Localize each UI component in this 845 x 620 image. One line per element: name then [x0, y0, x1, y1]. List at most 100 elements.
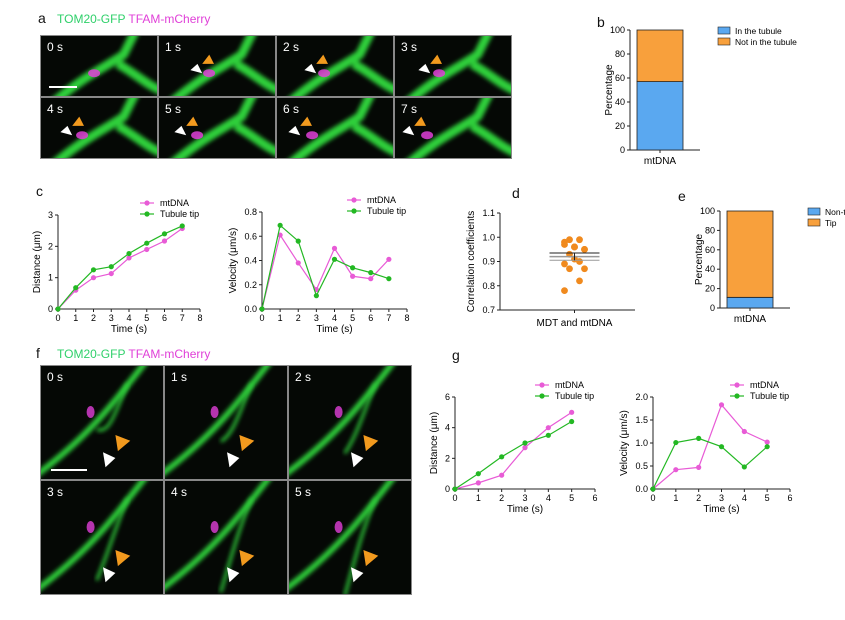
data-point: [350, 273, 356, 279]
y-tick-label: 0.9: [482, 257, 495, 267]
orange-arrowhead-icon: [202, 54, 214, 64]
micrograph-frame: 1 s: [158, 35, 276, 97]
legend-label: Tubule tip: [367, 206, 406, 216]
x-tick-label: 5: [569, 493, 574, 503]
data-point: [581, 245, 588, 253]
series-line-mtdna: [652, 403, 768, 490]
frame-time: 7 s: [401, 102, 418, 116]
legend-swatch: [807, 218, 821, 227]
x-axis-label: Time (s): [316, 324, 352, 335]
frame-time: 6 s: [283, 102, 300, 116]
y-tick-label: 1: [48, 273, 53, 283]
y-tick-label: 1.0: [635, 438, 648, 448]
channel-mcherry: TFAM-mCherry: [128, 347, 211, 361]
white-arrowhead-icon: [60, 125, 73, 136]
y-axis-label: Percentage: [604, 64, 615, 116]
legend-swatch: [807, 207, 821, 216]
legend-label: Non-tip: [825, 207, 845, 217]
y-tick-label: 0.7: [482, 305, 495, 315]
data-point: [569, 418, 575, 425]
frame-time: 2 s: [295, 370, 312, 384]
data-point: [581, 265, 588, 273]
x-tick-label: 6: [592, 493, 597, 503]
data-point: [331, 256, 338, 262]
bar-segment-not-in-the-tubule: [636, 29, 684, 82]
y-tick-label: 2: [445, 453, 450, 463]
orange-arrowhead-icon: [414, 116, 426, 126]
data-point: [741, 464, 747, 470]
data-point: [718, 444, 725, 450]
y-tick-label: 0.8: [482, 281, 495, 291]
y-axis-label: Distance (μm): [32, 231, 43, 293]
y-tick-label: 60: [705, 245, 715, 255]
micrograph-frame: 6 s: [276, 97, 394, 159]
data-point: [499, 472, 505, 478]
y-tick-label: 0.5: [635, 461, 648, 471]
series-line-mtdna: [261, 233, 390, 310]
x-tick-label: 1: [278, 313, 283, 323]
micrograph-frame: 2 s: [276, 35, 394, 97]
legend-marker: [539, 393, 545, 399]
data-point: [571, 243, 578, 251]
data-point: [452, 486, 458, 492]
data-point: [350, 265, 356, 271]
micrograph-frame: 7 s: [394, 97, 512, 159]
x-tick-label: 0: [650, 493, 655, 503]
data-point: [295, 260, 301, 266]
data-point: [764, 439, 770, 445]
frame-time: 3 s: [47, 485, 64, 499]
y-axis-label: Velocity (μm/s): [228, 228, 239, 294]
y-tick-label: 40: [615, 97, 625, 107]
orange-arrowhead-icon: [363, 550, 379, 567]
x-tick-label: 8: [404, 313, 409, 323]
x-axis-label: Time (s): [507, 504, 543, 515]
y-tick-label: 80: [615, 49, 625, 59]
orange-arrowhead-icon: [239, 435, 255, 452]
legend-label: Tip: [825, 218, 837, 228]
legend-label: mtDNA: [367, 195, 396, 205]
data-point: [764, 444, 770, 450]
channel-mcherry: TFAM-mCherry: [128, 12, 211, 26]
x-tick-label: 7: [180, 313, 185, 323]
white-arrowhead-icon: [190, 63, 203, 74]
data-point: [108, 264, 114, 270]
data-point: [126, 255, 132, 261]
data-point: [561, 260, 568, 268]
scale-bar: [49, 86, 77, 88]
white-arrowhead-icon: [418, 63, 431, 74]
micrograph-frame: 3 s: [40, 480, 164, 595]
micrograph-frame: 5 s: [158, 97, 276, 159]
scale-bar: [51, 469, 87, 471]
x-tick-label: 3: [109, 313, 114, 323]
data-point: [673, 439, 679, 446]
data-point: [566, 265, 573, 273]
data-point: [108, 270, 114, 277]
white-arrowhead-icon: [103, 452, 116, 468]
x-tick-label: MDT and mtDNA: [537, 318, 613, 329]
x-tick-label: 8: [197, 313, 202, 323]
bar-segment-in-the-tubule: [636, 81, 684, 151]
data-point: [522, 445, 528, 451]
white-arrowhead-icon: [174, 125, 187, 136]
series-line-mtdna: [454, 411, 572, 490]
x-tick-label: 2: [296, 313, 301, 323]
y-axis-label: Correlation coefficients: [466, 211, 477, 313]
x-tick-label: mtDNA: [734, 314, 767, 325]
white-arrowhead-icon: [351, 567, 364, 583]
data-point: [522, 440, 528, 446]
micrograph-frame: 4 s: [164, 480, 288, 595]
y-tick-label: 0.0: [635, 484, 648, 494]
legend-marker: [734, 393, 740, 399]
data-point: [673, 467, 679, 473]
series-line-tubule-tip: [652, 437, 768, 490]
x-tick-label: 6: [787, 493, 792, 503]
data-point: [277, 222, 283, 228]
frame-time: 4 s: [171, 485, 188, 499]
x-tick-label: 1: [673, 493, 678, 503]
x-tick-label: 3: [314, 313, 319, 323]
frame-time: 1 s: [171, 370, 188, 384]
panel-label-a: a: [38, 10, 46, 26]
x-tick-label: 4: [546, 493, 551, 503]
y-tick-label: 20: [705, 284, 715, 294]
